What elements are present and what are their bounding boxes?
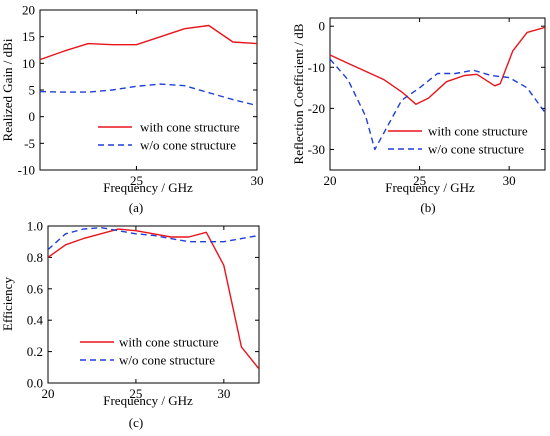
legend-label: with cone structure [428, 124, 528, 139]
legend: with cone structure w/o cone structure [388, 124, 528, 157]
legend-label: w/o cone structure [428, 142, 524, 157]
series-line-without-cone [48, 226, 259, 251]
legend-label: w/o cone structure [119, 353, 215, 368]
x-tick-label: 30 [503, 173, 516, 188]
chart-panel-c: 0.0 0.2 0.4 0.6 0.8 1.0 20 25 30 Frequency / GHz E… [0, 219, 260, 430]
x-tick-label: 25 [130, 173, 143, 188]
y-tick-label: 20 [22, 3, 35, 18]
series-line-with-cone [330, 26, 545, 106]
legend-label: w/o cone structure [140, 138, 236, 153]
panel-label: (a) [129, 200, 143, 215]
x-axis-label: Frequency / GHz [103, 393, 193, 408]
plot-frame [329, 17, 546, 171]
y-axis-label: Realized Gain / dBi [0, 38, 15, 141]
legend: with cone structure w/o cone structure [80, 335, 219, 368]
panel-label: (c) [129, 415, 143, 430]
y-tick-label: 10 [22, 56, 35, 71]
chart-panel-a: -10 -5 0 5 10 15 20 25 30 Frequency / GHz Realized… [0, 3, 264, 216]
series-line-with-cone [48, 228, 259, 370]
x-tick-label: 30 [251, 173, 264, 188]
y-tick-label: 15 [22, 29, 35, 44]
series-line-without-cone [40, 83, 257, 107]
y-tick-label: 0 [319, 19, 326, 34]
y-tick-label: -30 [308, 142, 325, 157]
legend-label: with cone structure [119, 335, 219, 350]
series-line-with-cone [40, 24, 257, 61]
x-axis-label: Frequency / GHz [103, 180, 193, 195]
x-tick-label: 25 [129, 386, 142, 401]
y-tick-label: -10 [308, 60, 325, 75]
legend-label: with cone structure [140, 120, 240, 135]
y-tick-label: 0.2 [27, 344, 43, 359]
y-tick-label: 1.0 [27, 219, 43, 234]
y-tick-label: 0.6 [27, 281, 44, 296]
y-tick-label: 0.4 [27, 313, 44, 328]
y-tick-label: 0 [29, 109, 36, 124]
x-axis-label: Frequency / GHz [385, 180, 475, 195]
x-tick-label: 30 [217, 386, 230, 401]
y-axis-label: Efficiency [0, 277, 15, 331]
x-tick-label: 25 [413, 173, 426, 188]
legend: with cone structure w/o cone structure [98, 120, 240, 153]
x-tick-label: 20 [324, 173, 337, 188]
y-tick-label: 0.8 [27, 250, 43, 265]
y-tick-label: -20 [308, 101, 325, 116]
y-tick-label: 0.0 [27, 376, 43, 391]
chart-panel-b: -30 -20 -10 0 20 25 30 Frequency / GHz Reflectio… [291, 17, 546, 215]
y-tick-label: -10 [18, 163, 35, 178]
x-tick-label: 20 [42, 386, 55, 401]
y-tick-label: 5 [29, 83, 36, 98]
y-axis-label: Reflection Coefficient / dB [291, 23, 306, 164]
plot-frame [47, 225, 260, 384]
panel-label: (b) [420, 200, 435, 215]
y-tick-label: -5 [24, 136, 35, 151]
series-line-without-cone [330, 58, 545, 151]
